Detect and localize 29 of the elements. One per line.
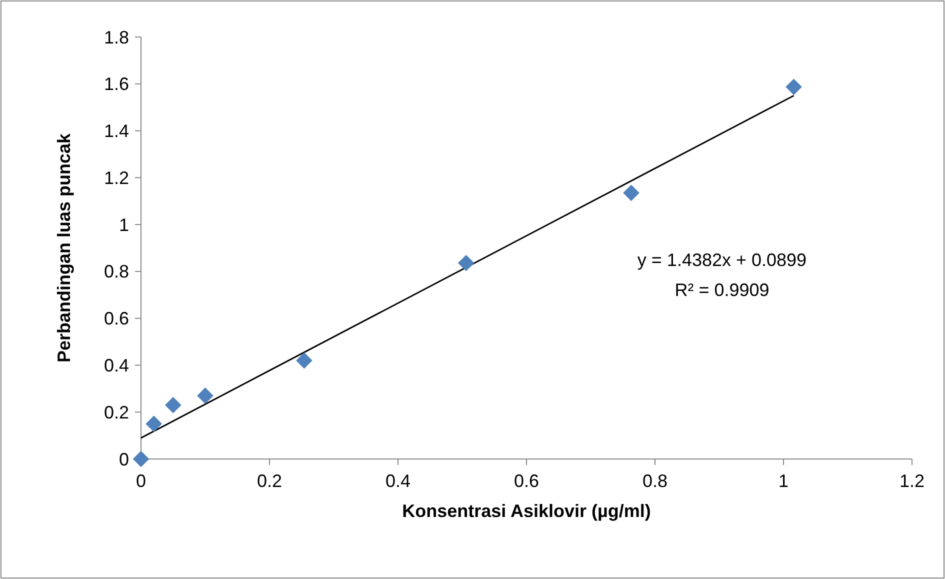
x-tick-label: 0.2 <box>256 471 282 491</box>
point <box>458 254 474 272</box>
y-axis-title: Perbandingan luas puncak <box>54 132 74 363</box>
y-tick-label: 0 <box>118 449 129 470</box>
point <box>197 388 214 404</box>
x-tick-label: 0.4 <box>385 471 411 491</box>
point <box>623 184 640 202</box>
annotation: R² = 0.9909 <box>674 280 770 300</box>
x-tick-label: 0 <box>136 471 146 491</box>
y-tick-label: 0.8 <box>104 262 129 282</box>
point <box>132 450 150 468</box>
y-tick-label: 1.2 <box>104 168 129 188</box>
y-tick-label: 0.2 <box>104 402 129 422</box>
point <box>164 396 182 414</box>
point <box>786 78 802 96</box>
x-axis-title: Konsentrasi Asiklovir (µg/ml) <box>402 501 651 521</box>
x-tick-label: 0.8 <box>642 471 668 491</box>
y-tick-label: 1.4 <box>104 121 129 142</box>
point <box>146 416 162 432</box>
y-tick-label: 1 <box>118 214 129 235</box>
y-tick-label: 1.8 <box>104 27 129 48</box>
x-tick-label: 0.6 <box>514 471 540 491</box>
x-tick-label: 1 <box>778 471 789 491</box>
x-tick-label: 1.2 <box>899 471 925 491</box>
y-tick-label: 1.6 <box>104 74 129 94</box>
point <box>296 352 312 369</box>
annotation: y = 1.4382x + 0.0899 <box>637 250 807 270</box>
y-tick-label: 0.4 <box>104 356 129 376</box>
y-tick-label: 0.6 <box>104 308 129 329</box>
